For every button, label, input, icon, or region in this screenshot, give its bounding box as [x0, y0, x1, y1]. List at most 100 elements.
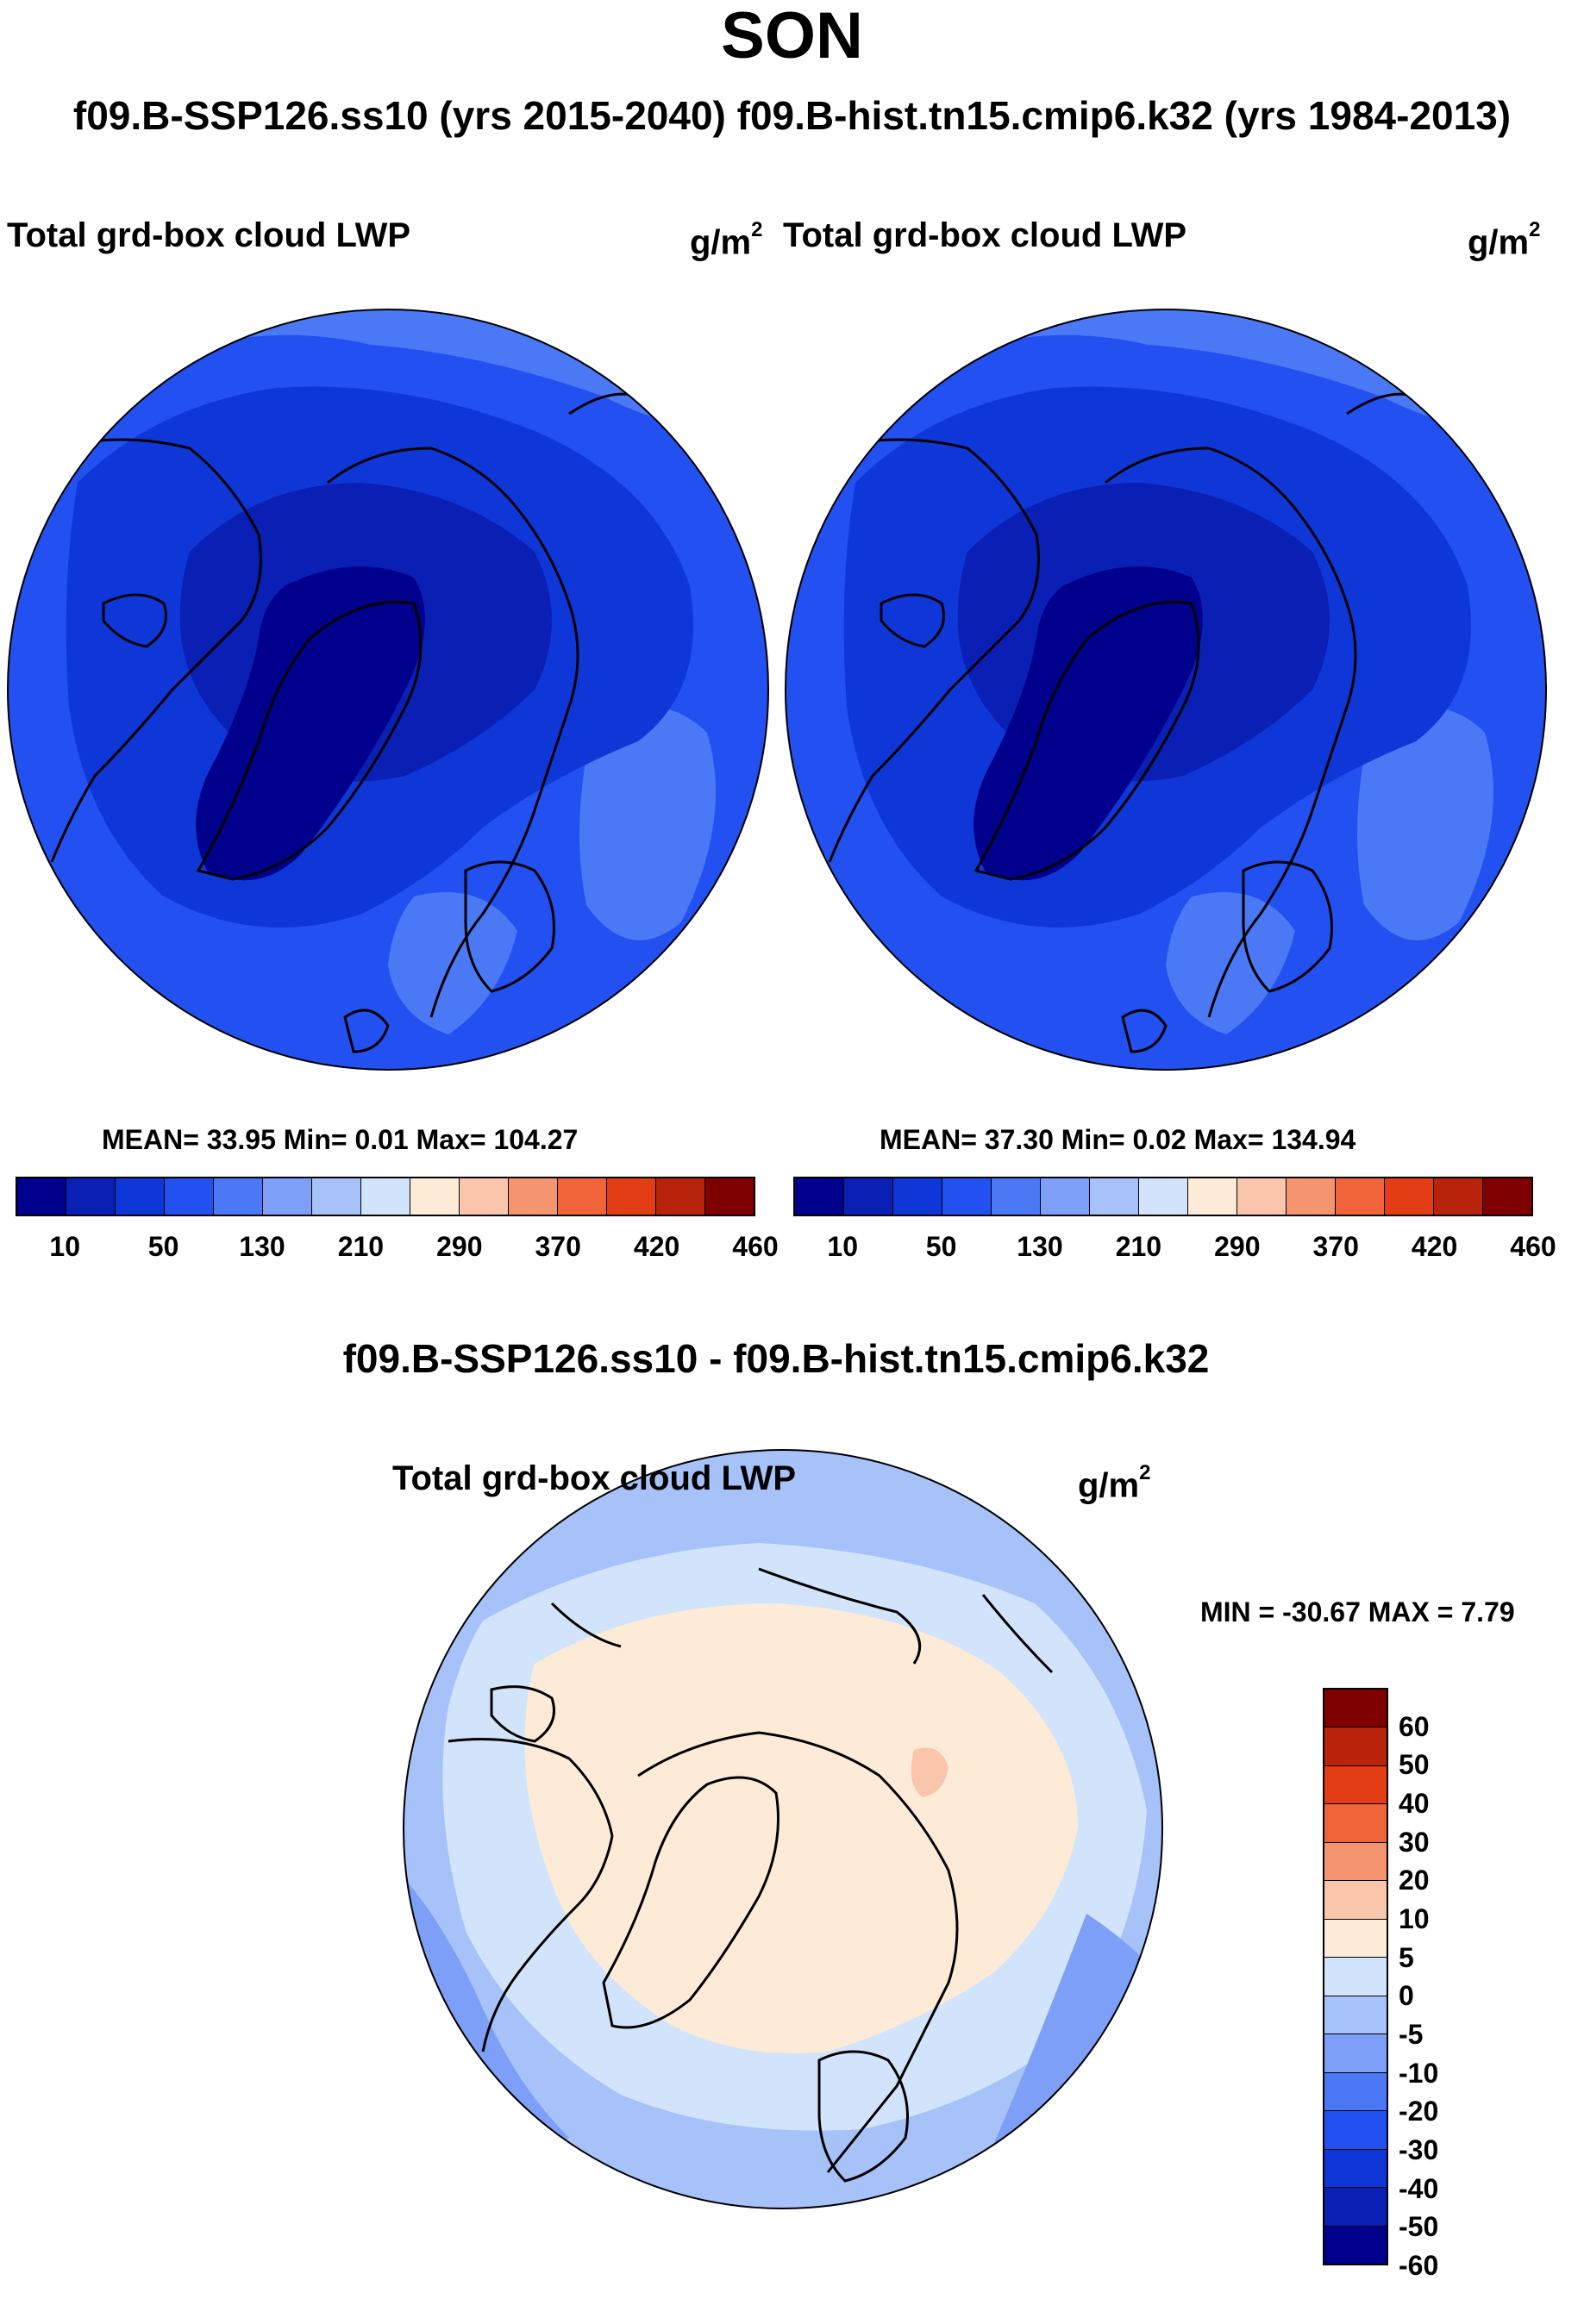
difference-colorbar-label: -60	[1399, 2250, 1439, 2281]
left-colorbar-swatch	[459, 1178, 508, 1215]
left-colorbar-tick-label: 50	[147, 1231, 179, 1262]
difference-colorbar-swatch	[1324, 2148, 1387, 2188]
difference-colorbar-swatch	[1324, 1995, 1387, 2034]
left-colorbar-swatch	[164, 1178, 213, 1215]
difference-colorbar-label: -20	[1399, 2096, 1439, 2127]
right-colorbar-swatch	[1187, 1178, 1237, 1215]
right-colorbar-ticks: 10 50 130 210 290 370 420 460	[793, 1231, 1556, 1265]
left-colorbar-tick-label: 210	[337, 1231, 385, 1262]
difference-colorbar-swatch	[1324, 1841, 1387, 1881]
coastline	[602, 1776, 779, 2029]
contour-region	[404, 1450, 1162, 2208]
right-colorbar-swatch	[892, 1178, 942, 1215]
coastline	[637, 1731, 959, 2173]
contour-region	[179, 483, 552, 782]
right-colorbar-swatch	[1384, 1178, 1433, 1215]
contour-region	[579, 705, 716, 940]
left-colorbar-ticks: 10 50 130 210 290 370 420 460	[16, 1231, 778, 1265]
difference-stats: MIN = -30.67 MAX = 7.79	[1200, 1596, 1515, 1627]
difference-colorbar-label: 50	[1399, 1749, 1430, 1781]
right-colorbar-swatch	[843, 1178, 892, 1215]
contour-region	[843, 386, 1471, 928]
difference-colorbar-label: 10	[1399, 1903, 1430, 1934]
left-colorbar-swatch	[213, 1178, 262, 1215]
left-map-border	[7, 309, 769, 1071]
difference-colorbar-label: -5	[1399, 2019, 1424, 2050]
difference-colorbar-swatch	[1324, 2225, 1387, 2265]
difference-colorbar-swatch	[1324, 2071, 1387, 2111]
right-colorbar-tick-label: 210	[1115, 1231, 1162, 1262]
coastline	[196, 600, 423, 881]
left-colorbar-tick-label: 290	[436, 1231, 483, 1262]
left-map	[8, 309, 768, 1070]
difference-title: f09.B-SSP126.ss10 - f09.B-hist.tn15.cmip…	[342, 1336, 1210, 1381]
difference-colorbar-swatch	[1324, 1690, 1387, 1727]
contour-region	[66, 386, 693, 928]
contour-region	[404, 1879, 569, 2207]
right-colorbar	[793, 1177, 1533, 1216]
right-map	[786, 309, 1546, 1070]
left-colorbar-tick-label: 460	[732, 1231, 779, 1262]
contour-region	[1166, 892, 1295, 1034]
coastline	[464, 860, 555, 993]
difference-colorbar	[1323, 1688, 1388, 2265]
left-colorbar-swatch	[508, 1178, 557, 1215]
difference-colorbar-swatch	[1324, 1918, 1387, 1958]
difference-colorbar-label: -10	[1399, 2057, 1439, 2089]
coastline	[1242, 860, 1333, 993]
coastline	[1121, 1009, 1168, 1053]
left-colorbar-swatch	[17, 1178, 66, 1215]
right-colorbar-swatch	[1138, 1178, 1187, 1215]
left-colorbar-swatch	[410, 1178, 459, 1215]
left-colorbar	[16, 1177, 755, 1216]
contour-region	[786, 309, 1546, 1070]
right-colorbar-swatch	[1237, 1178, 1286, 1215]
coastline	[880, 593, 945, 648]
left-colorbar-tick-label: 420	[633, 1231, 680, 1262]
right-map-border	[785, 309, 1547, 1071]
difference-colorbar-label: 30	[1399, 1826, 1430, 1858]
right-colorbar-swatch	[942, 1178, 991, 1215]
difference-colorbar-label: 60	[1399, 1710, 1430, 1742]
difference-colorbar-label: 5	[1399, 1941, 1414, 1973]
difference-colorbar-swatch	[1324, 1803, 1387, 1842]
coastline	[568, 309, 761, 484]
right-colorbar-swatch	[1482, 1178, 1531, 1215]
right-colorbar-tick-label: 290	[1214, 1231, 1261, 1262]
left-panel-units: g/m2	[690, 218, 763, 262]
difference-colorbar-label: -50	[1399, 2211, 1439, 2243]
left-colorbar-swatch	[606, 1178, 655, 1215]
left-colorbar-swatch	[360, 1178, 410, 1215]
difference-colorbar-swatch	[1324, 2034, 1387, 2072]
contour-region	[966, 1914, 1162, 2207]
right-panel-units: g/m2	[1468, 218, 1541, 262]
contour-region	[196, 566, 425, 881]
right-colorbar-swatch	[1089, 1178, 1138, 1215]
coastline	[817, 2050, 909, 2183]
contour-region	[8, 309, 768, 1070]
difference-panel-units: g/m2	[1078, 1461, 1151, 1505]
contour-region	[442, 1543, 1147, 2131]
right-panel-title: Total grd-box cloud LWP	[783, 216, 1187, 254]
contour-region	[524, 1603, 1078, 2053]
difference-colorbar-swatch	[1324, 2187, 1387, 2226]
left-colorbar-swatch	[262, 1178, 311, 1215]
right-colorbar-swatch	[1433, 1178, 1482, 1215]
coastline	[490, 1685, 555, 1743]
difference-colorbar-swatch	[1324, 1765, 1387, 1804]
coastline	[448, 1738, 614, 2052]
runs-subtitle: f09.B-SSP126.ss10 (yrs 2015-2040) f09.B-…	[72, 93, 1512, 138]
right-colorbar-swatch	[1040, 1178, 1089, 1215]
coastline	[50, 438, 262, 863]
right-colorbar-swatch	[795, 1178, 843, 1215]
contour-region	[388, 892, 517, 1034]
left-colorbar-swatch	[115, 1178, 164, 1215]
coastline	[102, 593, 167, 648]
right-colorbar-tick-label: 420	[1411, 1231, 1458, 1262]
difference-colorbar-swatch	[1324, 1957, 1387, 1996]
difference-map-border	[403, 1449, 1163, 2209]
difference-colorbar-label: 40	[1399, 1788, 1430, 1819]
right-colorbar-swatch	[1335, 1178, 1384, 1215]
difference-panel-title: Total grd-box cloud LWP	[392, 1459, 797, 1497]
page-title: SON	[721, 0, 863, 72]
